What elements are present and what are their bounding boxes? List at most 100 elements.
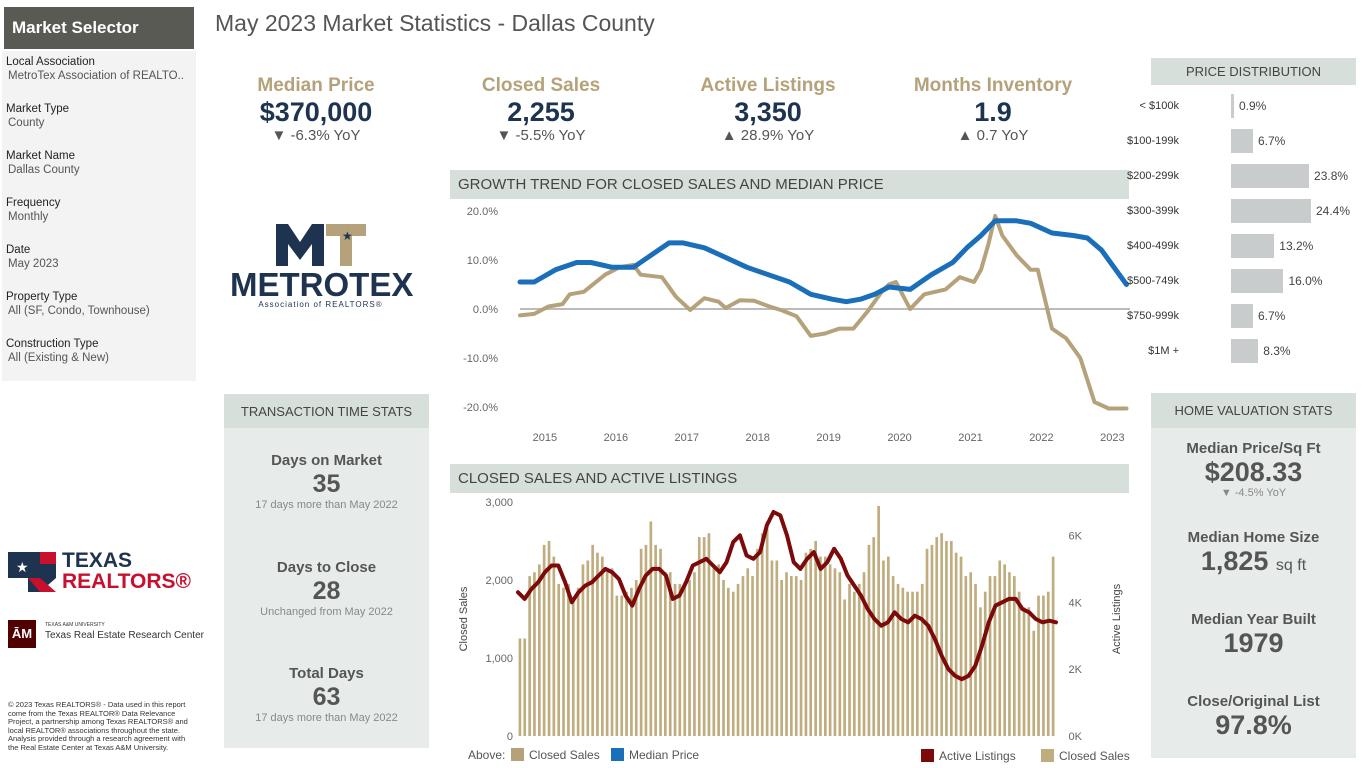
closed-sales-bar[interactable] [887,556,890,736]
price-bucket-row[interactable]: $750-999k 6.7% [1127,303,1357,329]
closed-sales-bar[interactable] [853,591,856,736]
closed-sales-bar[interactable] [678,583,682,736]
filter-market-type[interactable]: Market Type County [6,102,196,130]
closed-sales-bar[interactable] [993,576,997,736]
price-bucket-row[interactable]: < $100k 0.9% [1140,93,1357,119]
closed-sales-bar[interactable] [1027,607,1031,736]
closed-sales-bar[interactable] [702,537,706,736]
closed-sales-bar[interactable] [828,564,832,736]
filter-property-type[interactable]: Property Type All (SF, Condo, Townhouse) [6,290,196,318]
closed-sales-bar[interactable] [1042,595,1045,736]
closed-sales-bar[interactable] [528,576,531,736]
closed-sales-bar[interactable] [731,591,735,736]
closed-sales-bar[interactable] [620,595,624,736]
price-bucket-row[interactable]: $1M + 8.3% [1148,338,1357,364]
closed-sales-bar[interactable] [1003,564,1006,736]
closed-sales-bar[interactable] [625,591,628,736]
closed-sales-bar[interactable] [639,548,643,736]
closed-sales-bar[interactable] [664,572,667,736]
closed-sales-bar[interactable] [760,533,764,736]
closed-sales-bar[interactable] [1013,576,1016,736]
closed-sales-bar[interactable] [891,576,895,736]
closed-sales-bar[interactable] [654,544,657,736]
growth-trend-chart[interactable]: 20.0% 10.0% 0.0% -10.0% -20.0% 2015 2016 2017 20… [450,200,1140,450]
closed-sales-bar[interactable] [809,548,813,736]
price-bucket-row[interactable]: $500-749k 16.0% [1127,268,1357,294]
closed-sales-bar[interactable] [930,544,934,736]
closed-sales-bar[interactable] [1008,572,1011,736]
closed-sales-bar[interactable] [712,564,716,736]
closed-sales-bar[interactable] [722,580,725,736]
closed-sales-bar[interactable] [867,544,871,736]
price-bucket-row[interactable]: $300-399k 24.4% [1127,198,1357,224]
closed-sales-bar[interactable] [649,521,653,737]
closed-sales-bar[interactable] [882,560,885,737]
closed-sales-bar[interactable] [925,548,929,736]
legend-median-price[interactable]: Median Price [611,748,699,762]
closed-sales-bar[interactable] [741,576,745,736]
closed-sales-bar[interactable] [717,564,720,736]
closed-sales-bar[interactable] [998,560,1002,737]
closed-sales-bar[interactable] [756,548,759,736]
closed-sales-bar[interactable] [605,572,609,736]
closed-sales-bar[interactable] [979,607,982,736]
closed-sales-bar[interactable] [567,583,570,736]
closed-sales-bar[interactable] [707,533,711,736]
closed-sales-bar[interactable] [848,583,851,736]
closed-sales-bar[interactable] [634,580,638,736]
closed-sales-bar[interactable] [547,541,551,736]
closed-sales-bar[interactable] [523,638,527,737]
closed-sales-bar[interactable] [736,583,740,736]
closed-sales-bar[interactable] [562,587,565,736]
closed-sales-bar[interactable] [775,560,779,737]
closed-sales-bar[interactable] [964,576,968,736]
closed-sales-bar[interactable] [983,591,987,736]
closed-sales-bar[interactable] [591,544,594,736]
closed-sales-bar[interactable] [969,572,973,736]
closed-sales-bar[interactable] [935,537,939,736]
series-line-closed-sales[interactable] [518,213,1129,411]
closed-sales-bar[interactable] [819,556,822,736]
closed-sales-bar[interactable] [988,576,992,736]
closed-sales-bar[interactable] [843,599,846,737]
closed-sales-bar[interactable] [790,576,793,736]
closed-sales-bar[interactable] [911,591,914,736]
closed-sales-bar[interactable] [872,537,876,736]
closed-sales-bar[interactable] [1037,595,1040,736]
closed-sales-bar[interactable] [920,583,924,736]
closed-sales-bar[interactable] [1046,591,1050,736]
series-line-median-price[interactable] [517,218,1129,305]
filter-market-name[interactable]: Market Name Dallas County [6,149,196,177]
legend-closed-sales-bars[interactable]: Closed Sales [1041,749,1130,763]
closed-sales-bar[interactable] [615,595,619,736]
legend-active-listings[interactable]: Active Listings [921,749,1016,763]
closed-sales-bar[interactable] [814,541,817,736]
closed-sales-bar[interactable] [557,583,561,736]
closed-sales-bar[interactable] [1051,556,1055,736]
closed-sales-bar[interactable] [901,587,905,736]
closed-sales-bar[interactable] [538,564,541,736]
closed-sales-bar[interactable] [688,580,691,736]
price-bucket-row[interactable]: $100-199k 6.7% [1127,128,1357,154]
closed-sales-bar[interactable] [959,556,963,736]
closed-sales-bar[interactable] [896,583,900,736]
filter-local-association[interactable]: Local Association MetroTex Association o… [6,55,196,83]
closed-sales-bar[interactable] [1017,591,1021,736]
filter-value[interactable]: All (SF, Condo, Townhouse) [8,305,150,317]
closed-sales-bar[interactable] [770,560,774,737]
closed-sales-bar[interactable] [552,556,556,736]
closed-sales-bar[interactable] [659,548,662,736]
filter-value[interactable]: Dallas County [8,164,80,176]
closed-sales-bar[interactable] [683,583,687,736]
closed-sales-bar[interactable] [610,568,614,736]
closed-sales-bar[interactable] [596,552,599,736]
closed-sales-bar[interactable] [862,572,866,736]
filter-construction-type[interactable]: Construction Type All (Existing & New) [6,337,196,365]
closed-sales-bar[interactable] [571,599,575,737]
price-bucket-row[interactable]: $200-299k 23.8% [1127,163,1357,189]
closed-sales-bar[interactable] [542,544,546,736]
closed-sales-bar[interactable] [916,591,919,736]
price-bucket-row[interactable]: $400-499k 13.2% [1127,233,1357,259]
closed-sales-chart[interactable]: 3,000 2,000 1,000 0 6K 4K 2K 0K Closed Sales Acti… [450,494,1140,746]
closed-sales-bar[interactable] [940,533,943,736]
